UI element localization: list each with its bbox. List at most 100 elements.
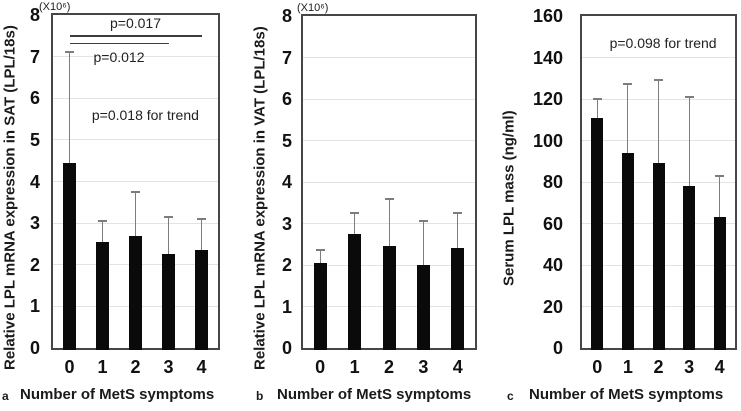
x-tick-label: 1 (622, 357, 633, 377)
error-bar (457, 213, 459, 249)
error-bar (135, 191, 136, 236)
gridline (582, 57, 735, 58)
p-value-text: p=0.012 (93, 48, 145, 65)
error-bar-cap (418, 220, 428, 223)
x-tick-label: 4 (714, 357, 725, 377)
gridline (53, 139, 218, 141)
error-bar-cap (98, 220, 107, 223)
bar (652, 163, 665, 350)
bar (63, 162, 76, 350)
error-bar (102, 221, 103, 242)
panel-letter-c: c (507, 389, 514, 403)
x-tick-label: 4 (196, 357, 207, 377)
gridline (303, 140, 475, 141)
bar (416, 265, 430, 350)
error-bar (719, 175, 721, 218)
y-tick-label: 8 (281, 6, 292, 26)
x-axis-title-panel-c: Number of MetS symptoms (529, 386, 724, 403)
y-tick-label: 8 (29, 5, 40, 25)
error-bar (168, 216, 169, 255)
error-bar (69, 52, 70, 163)
bar (591, 117, 604, 350)
error-bar-cap (131, 190, 140, 193)
error-bar (201, 218, 202, 251)
gridline (53, 56, 218, 58)
gridline (303, 98, 475, 100)
y-tick-label: 6 (29, 88, 40, 109)
y-axis-unit-note-panel-a: (X10⁶) (39, 1, 71, 13)
error-bar (596, 99, 598, 118)
error-bar-cap (164, 215, 173, 218)
y-tick-label: 60 (542, 213, 563, 234)
y-tick-label: 1 (281, 296, 292, 317)
y-tick-label: 20 (542, 296, 563, 317)
y-tick-label: 5 (281, 130, 292, 151)
x-tick-label: 2 (130, 357, 141, 377)
x-tick-label: 0 (64, 357, 75, 377)
error-bar-cap (197, 217, 206, 220)
y-tick-label: 0 (552, 338, 563, 358)
x-tick-label: 2 (653, 357, 664, 377)
error-bar-cap (623, 83, 633, 86)
error-bar-cap (315, 249, 325, 252)
y-tick-label: 2 (281, 255, 292, 275)
bar (129, 235, 142, 350)
y-tick-label: 3 (29, 213, 40, 234)
error-bar-cap (65, 51, 74, 54)
bar (683, 186, 696, 350)
x-tick-label: 1 (97, 357, 108, 377)
x-tick-label: 0 (315, 357, 326, 377)
bar (313, 262, 327, 350)
y-tick-label: 1 (29, 296, 40, 317)
error-bar-cap (684, 95, 694, 98)
y-tick-label: 2 (29, 254, 40, 275)
error-bar (388, 198, 390, 247)
error-bar (688, 96, 690, 187)
x-tick-label: 4 (452, 357, 463, 377)
error-bar-cap (453, 212, 463, 215)
x-axis-title-panel-a: Number of MetS symptoms (20, 386, 215, 403)
error-bar (658, 80, 659, 164)
x-axis-title-panel-b: Number of MetS symptoms (277, 386, 472, 403)
error-bar (627, 84, 629, 153)
y-tick-label: 5 (29, 129, 40, 150)
bar (713, 217, 726, 350)
error-bar-cap (350, 212, 360, 215)
y-tick-label: 80 (542, 172, 563, 192)
gridline (53, 97, 218, 99)
x-tick-label: 2 (383, 357, 394, 377)
gridline (303, 57, 475, 58)
y-tick-label: 40 (542, 255, 563, 275)
error-bar (319, 250, 321, 263)
bar (451, 248, 465, 350)
y-tick-label: 100 (532, 130, 563, 151)
bar (621, 152, 634, 350)
y-tick-label: 120 (532, 89, 563, 109)
y-tick-label: 0 (281, 338, 292, 358)
panel-letter-a: a (2, 389, 9, 403)
y-tick-label: 7 (29, 46, 40, 67)
error-bar-cap (715, 174, 725, 177)
y-tick-label: 140 (532, 47, 563, 68)
gridline (303, 181, 475, 183)
x-tick-label: 0 (592, 357, 603, 377)
y-axis-unit-note-panel-b: (X10⁶) (297, 2, 329, 14)
y-tick-label: 0 (29, 338, 40, 358)
x-tick-label: 3 (418, 357, 429, 377)
bar (195, 250, 208, 350)
y-tick-label: 3 (281, 213, 292, 234)
p-value-text: p=0.017 (110, 15, 161, 31)
bar (382, 246, 396, 350)
x-tick-label: 1 (349, 357, 360, 377)
error-bar (354, 213, 356, 234)
significance-bracket (69, 42, 169, 44)
error-bar-cap (654, 79, 663, 82)
trend-p-value-text: p=0.018 for trend (91, 106, 199, 123)
y-tick-label: 4 (29, 171, 40, 192)
y-tick-label: 7 (281, 47, 292, 68)
error-bar-cap (384, 197, 394, 200)
bar (162, 254, 175, 350)
x-tick-label: 3 (163, 357, 174, 377)
y-tick-label: 6 (281, 89, 292, 109)
